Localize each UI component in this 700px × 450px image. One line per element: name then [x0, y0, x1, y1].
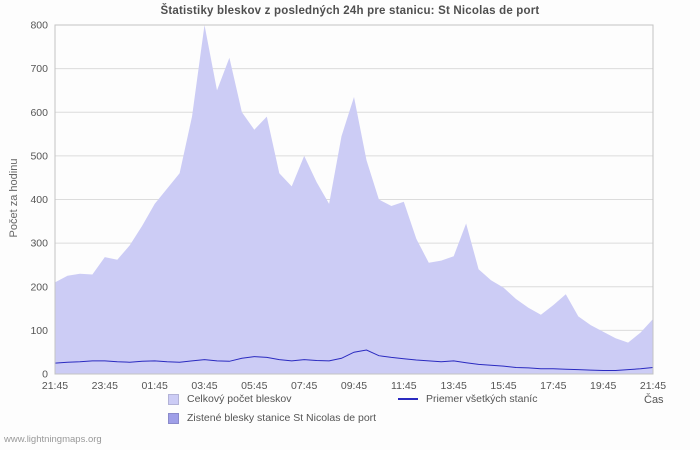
y-tick-label: 500	[30, 150, 48, 162]
legend-swatch-station-area	[168, 412, 179, 424]
x-tick-label: 03:45	[191, 380, 217, 392]
legend-item-total: Celkový počet bleskov	[168, 393, 291, 405]
watermark-url: www.lightningmaps.org	[4, 434, 102, 445]
y-tick-label: 700	[30, 63, 48, 75]
legend-label-total: Celkový počet bleskov	[187, 393, 292, 405]
x-tick-label: 15:45	[490, 380, 516, 392]
chart-title: Štatistiky bleskov z posledných 24h pre …	[160, 5, 540, 17]
x-tick-label: 13:45	[441, 380, 467, 392]
y-tick-label: 600	[30, 107, 48, 119]
legend-swatch-average-line	[398, 398, 418, 400]
x-tick-label: 11:45	[391, 380, 417, 392]
x-tick-label: 21:45	[42, 380, 68, 392]
legend-item-station: Zistené blesky stanice St Nicolas de por…	[168, 412, 376, 424]
legend-item-average: Priemer všetkých staníc	[398, 393, 537, 405]
legend-swatch-total-area	[168, 393, 179, 405]
y-tick-label: 800	[30, 20, 48, 32]
x-tick-label: 19:45	[590, 380, 616, 392]
x-tick-label: 23:45	[92, 380, 118, 392]
y-tick-label: 0	[42, 369, 48, 381]
x-tick-label: 07:45	[291, 380, 317, 392]
legend-label-station: Zistené blesky stanice St Nicolas de por…	[187, 412, 377, 424]
y-tick-label: 400	[30, 194, 48, 206]
x-tick-label: 17:45	[540, 380, 566, 392]
line-series	[54, 349, 654, 371]
legend-label-average: Priemer všetkých staníc	[426, 393, 538, 405]
x-tick-label: 09:45	[341, 380, 367, 392]
plot-border	[54, 24, 654, 375]
area-series	[55, 25, 653, 374]
y-tick-label: 200	[30, 281, 48, 293]
x-tick-label: 01:45	[142, 380, 168, 392]
y-tick-label: 100	[30, 325, 48, 337]
x-tick-label: 21:45	[640, 380, 666, 392]
x-tick-label: 05:45	[241, 380, 267, 392]
y-tick-label: 300	[30, 238, 48, 250]
x-axis-title: Čas	[644, 394, 664, 406]
